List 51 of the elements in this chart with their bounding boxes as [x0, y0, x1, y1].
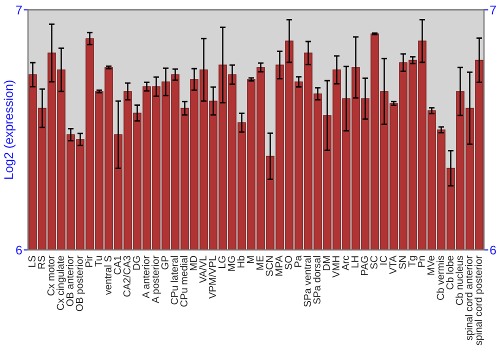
- x-tick-label: SPa ventral: [304, 256, 311, 307]
- x-tick-label: Cx cingulate: [56, 256, 66, 310]
- x-tick-label: VMH: [332, 256, 340, 278]
- x-tick-label: PAG: [360, 256, 368, 276]
- x-tick-label: GP: [161, 256, 168, 270]
- x-tick-label: Pn: [418, 256, 425, 267]
- x-tick-label: LS: [28, 256, 36, 267]
- x-tick-label: DM: [322, 256, 330, 270]
- x-tick-label: spinal cord anterior: [465, 256, 474, 340]
- x-tick-label: VPM/VPL: [208, 256, 216, 299]
- x-tick-label: SPa dorsal: [313, 256, 320, 304]
- x-tick-label: SC: [370, 256, 378, 269]
- x-tick-label: Pa: [294, 255, 302, 267]
- y2-tick-label: 6: [490, 246, 496, 255]
- x-tick-label: LH: [351, 256, 358, 268]
- x-tick-label: A posterior: [152, 256, 161, 304]
- x-tick-label: SCN: [266, 256, 273, 276]
- x-tick-label: CPu lateral: [170, 256, 178, 304]
- x-tick-label: Hb: [237, 256, 244, 268]
- x-tick-label: Arc: [342, 256, 349, 270]
- x-tick-label: VA/VL: [199, 256, 206, 284]
- y-axis-title: Log2 (expression): [4, 80, 16, 179]
- x-tick-label: SN: [398, 256, 406, 269]
- x-tick-label: MPA: [275, 255, 282, 276]
- x-tick-label: Pir: [85, 256, 92, 267]
- x-tick-label: ME: [256, 256, 264, 270]
- x-tick-label: SO: [284, 256, 292, 270]
- x-tick-label: Cb nucleus: [456, 256, 463, 305]
- x-tick-label: spinal cord posterior: [474, 256, 484, 346]
- x-tick-label: M: [246, 256, 254, 263]
- x-tick-label: Tu: [94, 256, 102, 267]
- x-tick-label: DG: [132, 256, 140, 270]
- x-tick-label: CA1: [114, 256, 121, 274]
- x-tick-label: Cb vermis: [436, 256, 444, 300]
- x-tick-label: MVe: [427, 256, 434, 275]
- x-tick-label: CA2/CA3: [123, 256, 130, 297]
- x-tick-label: CPu medial: [180, 256, 188, 307]
- x-tick-label: A anterior: [142, 256, 150, 298]
- x-tick-label: MD: [190, 256, 197, 270]
- x-tick-label: Cb lobe: [446, 256, 454, 290]
- x-tick-label: OB anterior: [66, 256, 74, 306]
- y2-tick-label: 7: [490, 6, 496, 14]
- x-tick-label: OB posterior: [76, 256, 85, 312]
- x-tick-label: Tg: [408, 256, 418, 267]
- x-tick-label: Cx motor: [47, 256, 54, 296]
- x-tick-label: IC: [380, 256, 387, 265]
- x-tick-label: MG: [228, 256, 235, 271]
- x-tick-label: RS: [38, 256, 45, 269]
- x-tick-label: ventral S: [104, 256, 112, 295]
- x-tick-label: LG: [218, 256, 226, 268]
- x-tick-label: VTA: [389, 255, 396, 274]
